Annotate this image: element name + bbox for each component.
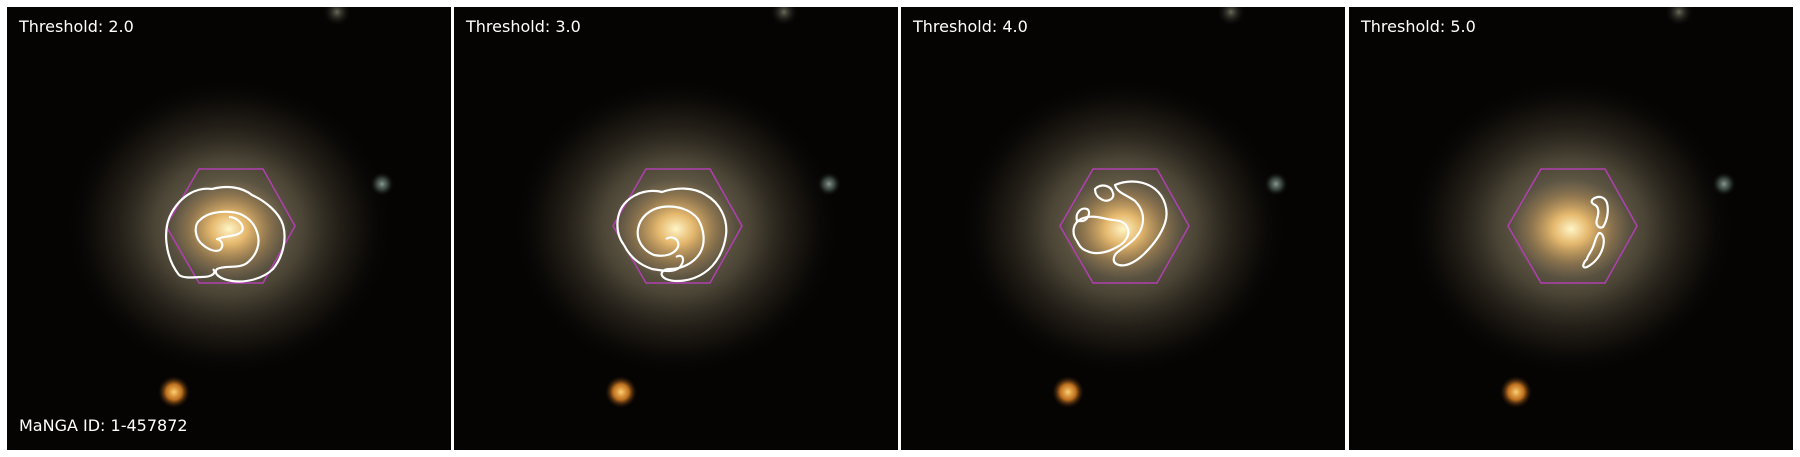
contours [165, 185, 286, 283]
galaxy-image [511, 7, 841, 408]
ifu-hexagon [1059, 168, 1190, 284]
galaxy-image [64, 7, 394, 408]
contours [616, 187, 728, 283]
ifu-hexagon [165, 168, 296, 284]
image-panel-threshold-2: Threshold: 2.0 MaNGA ID: 1-457872 [7, 7, 451, 450]
contours [1582, 195, 1609, 269]
galaxy-image [958, 7, 1288, 408]
contours [1072, 180, 1168, 267]
galaxy-image [1406, 7, 1736, 408]
image-panel-threshold-3: Threshold: 3.0 [454, 7, 898, 450]
threshold-label: Threshold: 3.0 [466, 17, 581, 36]
threshold-label: Threshold: 4.0 [913, 17, 1028, 36]
image-panel-threshold-5: Threshold: 5.0 [1349, 7, 1793, 450]
image-panel-threshold-4: Threshold: 4.0 [901, 7, 1345, 450]
manga-id-label: MaNGA ID: 1-457872 [19, 416, 188, 435]
ifu-hexagon [612, 168, 743, 284]
ifu-hexagon [1507, 168, 1638, 284]
threshold-label: Threshold: 5.0 [1361, 17, 1476, 36]
threshold-label: Threshold: 2.0 [19, 17, 134, 36]
